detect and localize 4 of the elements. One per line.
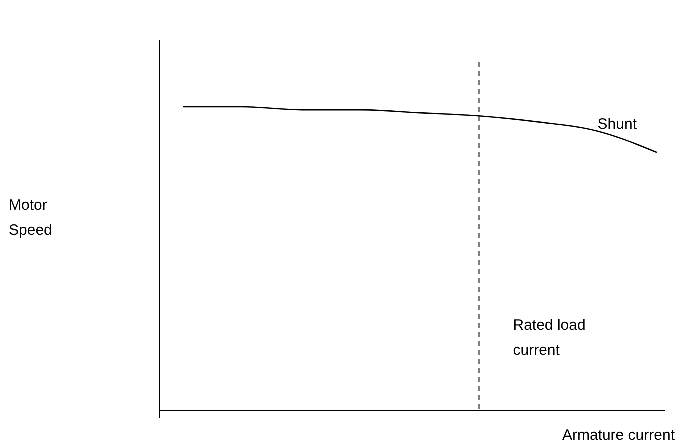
- x-axis-title: Armature current: [562, 427, 676, 444]
- text: Motor Speed: [9, 197, 52, 239]
- series-label: Shunt: [598, 116, 638, 133]
- annotation: Rated load current: [513, 317, 586, 359]
